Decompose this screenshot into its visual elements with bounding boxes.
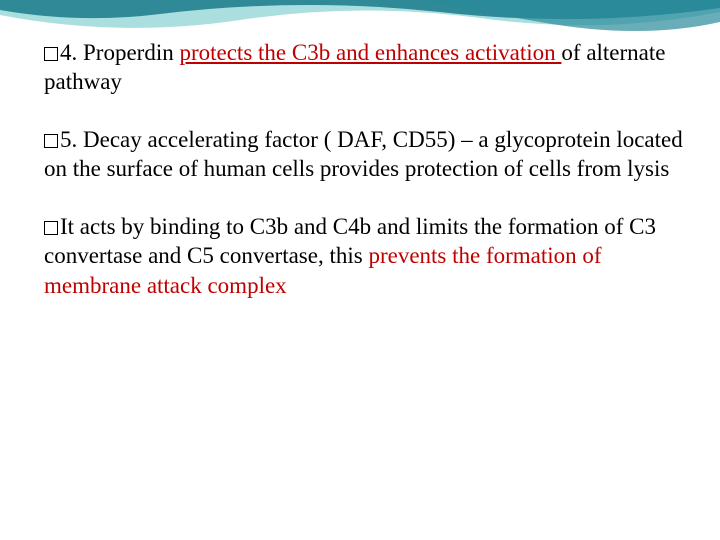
bullet-item-4: 4. Properdin protects the C3b and enhanc…	[44, 38, 690, 97]
bullet-item-6: It acts by binding to C3b and C4b and li…	[44, 212, 690, 300]
para1-mid: protects the C3b and enhances activation	[179, 40, 561, 65]
slide-body: 4. Properdin protects the C3b and enhanc…	[44, 38, 690, 300]
bullet-square-icon	[44, 221, 58, 235]
para1-lead: 4. Properdin	[60, 40, 179, 65]
para2-text: 5. Decay accelerating factor ( DAF, CD55…	[44, 127, 683, 181]
bullet-square-icon	[44, 47, 58, 61]
bullet-item-5: 5. Decay accelerating factor ( DAF, CD55…	[44, 125, 690, 184]
bullet-square-icon	[44, 134, 58, 148]
